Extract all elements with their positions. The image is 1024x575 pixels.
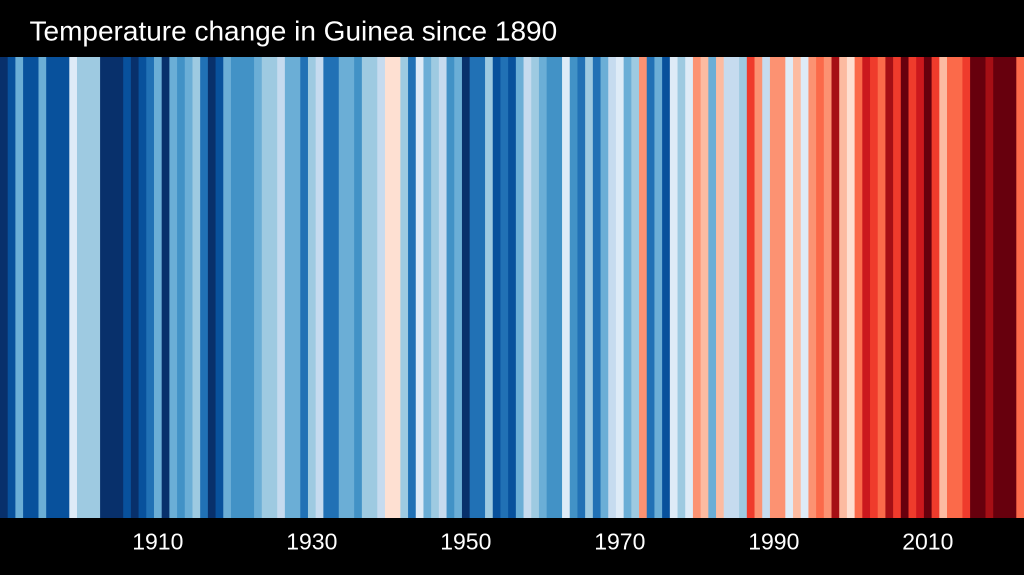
svg-text:Temperature change in Guinea s: Temperature change in Guinea since 1890 xyxy=(30,16,558,47)
svg-text:1970: 1970 xyxy=(594,529,645,555)
svg-text:2010: 2010 xyxy=(902,529,953,555)
svg-text:1930: 1930 xyxy=(286,529,337,555)
svg-text:1990: 1990 xyxy=(748,529,799,555)
svg-text:1910: 1910 xyxy=(132,529,183,555)
svg-text:1950: 1950 xyxy=(440,529,491,555)
